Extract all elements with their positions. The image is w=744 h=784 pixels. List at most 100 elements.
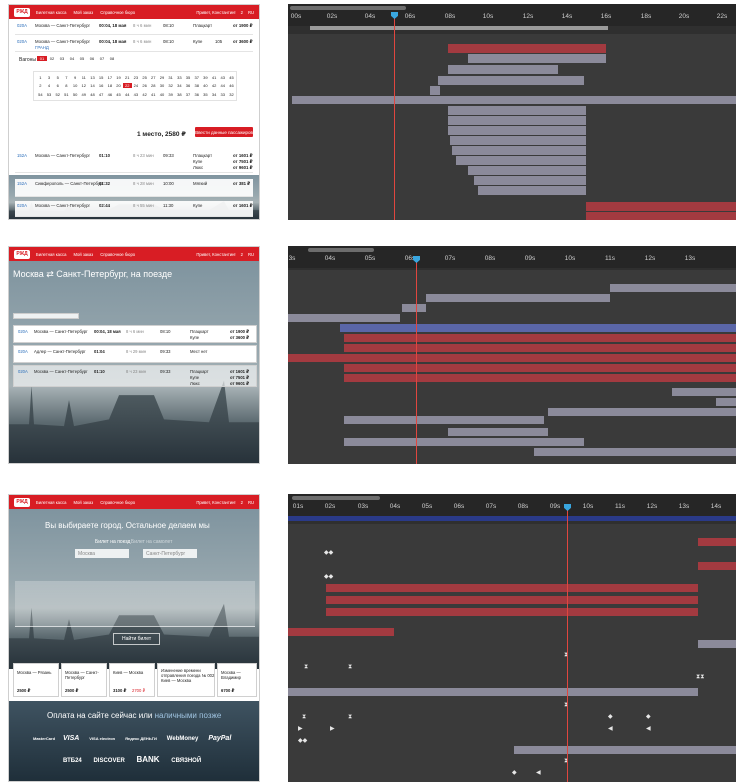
layer-clip[interactable] <box>344 364 736 372</box>
timeline-scrollbar[interactable] <box>292 496 380 500</box>
layer-clip[interactable] <box>288 688 698 696</box>
layer-clip[interactable] <box>698 538 736 546</box>
tab-train[interactable]: Билет на поезд <box>95 539 131 545</box>
train-row[interactable]: 152А Москва — Санкт-Петербург 01:10 8 ч … <box>15 151 253 173</box>
train-row[interactable]: 020А Москва — Санкт-Петербург 02:44 8 ч … <box>15 201 253 217</box>
train-row[interactable]: 020А Москва — Санкт-Петербург 00:04, 18 … <box>13 325 257 343</box>
layer-clip[interactable] <box>438 76 584 85</box>
layer-clip[interactable] <box>548 408 736 416</box>
time-ruler[interactable]: 3s 04s 05s 06s 07s 08s 09s 10s 11s 12s 1… <box>288 246 736 268</box>
car-tab[interactable]: 07 <box>99 56 105 61</box>
layer-clip[interactable] <box>672 388 736 396</box>
enter-passengers-button[interactable]: Ввести данные пассажиров <box>195 127 253 137</box>
layer-clip[interactable] <box>344 416 544 424</box>
layer-clip[interactable] <box>288 628 394 636</box>
train-row-selected[interactable]: 020А Москва — Санкт-Петербург ГРАНД 00:0… <box>15 36 253 52</box>
layer-clip[interactable] <box>344 344 736 352</box>
train-row[interactable]: 020А Адлер — Санкт-Петербург 01:04 8 ч 2… <box>13 345 257 363</box>
layer-clip[interactable] <box>344 374 736 382</box>
nav-my-order[interactable]: Мой заказ <box>73 9 94 15</box>
time-ruler[interactable]: 00s 02s 04s 06s 08s 10s 12s 14s 16s 18s … <box>288 4 736 26</box>
layer-clip[interactable] <box>514 746 736 754</box>
playhead-marker-icon[interactable] <box>564 504 571 511</box>
keyframe-icon[interactable]: ⧗ <box>302 714 307 720</box>
keyframe-icon[interactable]: ◆◆ <box>324 574 334 580</box>
car-tab[interactable]: 02 <box>49 56 55 61</box>
from-field[interactable]: Москва <box>75 549 129 558</box>
keyframe-icon[interactable]: ⧗ <box>348 714 353 720</box>
news-card[interactable]: Изменение времени отправления поезда № 0… <box>157 663 215 697</box>
car-tab[interactable]: 06 <box>89 56 95 61</box>
layer-clip[interactable] <box>292 96 736 104</box>
price-calendar-chart[interactable] <box>15 581 255 627</box>
keyframe-icon[interactable]: ⧗ <box>304 664 309 670</box>
keyframe-icon[interactable]: ▶ <box>298 726 303 732</box>
layer-clip[interactable] <box>326 608 698 616</box>
layer-clip[interactable] <box>448 65 558 74</box>
layer-clip[interactable] <box>478 186 586 195</box>
nav-my-order[interactable]: Мой заказ <box>73 251 94 257</box>
layer-clip[interactable] <box>586 202 736 211</box>
offer-card[interactable]: Москва — Рязань 2500 ₽ <box>13 663 59 697</box>
layer-clip[interactable] <box>426 294 610 302</box>
nav-ticket-office[interactable]: Билетная касса <box>36 499 67 505</box>
offer-card[interactable]: Москва — Санкт-Петербург 2500 ₽ <box>61 663 107 697</box>
time-ruler[interactable]: 01s 02s 03s 04s 05s 06s 07s 08s 09s 10s … <box>288 494 736 516</box>
nav-reference[interactable]: Справочное бюро <box>100 251 136 257</box>
layer-clip[interactable] <box>468 166 586 175</box>
timeline-scrollbar[interactable] <box>290 6 406 10</box>
nav-my-order[interactable]: Мой заказ <box>73 499 94 505</box>
tab-plane[interactable]: Билет на самолет <box>131 539 173 545</box>
layer-clip[interactable] <box>288 314 400 322</box>
layer-clip[interactable] <box>402 304 426 312</box>
animation-timeline[interactable]: 01s 02s 03s 04s 05s 06s 07s 08s 09s 10s … <box>288 494 736 782</box>
user-greeting[interactable]: Привет, Константин! <box>196 9 236 15</box>
to-field[interactable]: Санкт-Петербург <box>143 549 197 558</box>
layer-clip[interactable] <box>326 596 698 604</box>
keyframe-icon[interactable]: ◆◆ <box>324 550 334 556</box>
work-area-bar[interactable] <box>288 516 736 521</box>
layer-clip[interactable] <box>344 438 584 446</box>
keyframe-icon[interactable]: ◆◆ <box>298 738 308 744</box>
nav-reference[interactable]: Справочное бюро <box>100 9 136 15</box>
keyframe-icon[interactable]: ⧗ <box>564 758 568 764</box>
offer-card[interactable]: Москва — Владимир 6700 ₽ <box>217 663 257 697</box>
seat-map[interactable]: 1 3 5 7 9 11 13 15 17 19 21 23 25 27 29 31 33 35 37 39 41 43 4… <box>33 71 237 101</box>
layer-clip[interactable] <box>430 86 440 95</box>
layer-clip[interactable] <box>698 640 736 648</box>
layer-clip[interactable] <box>698 562 736 570</box>
keyframe-icon[interactable]: ⧗ <box>564 702 568 708</box>
animation-timeline[interactable]: 3s 04s 05s 06s 07s 08s 09s 10s 11s 12s 1… <box>288 246 736 464</box>
layer-clip[interactable] <box>452 146 586 155</box>
cart-badge[interactable]: 2 <box>240 251 243 257</box>
layer-clip[interactable] <box>448 44 606 53</box>
search-filter-input[interactable] <box>13 313 79 319</box>
keyframe-icon[interactable]: ◀ <box>536 770 541 776</box>
user-greeting[interactable]: Привет, Константин! <box>196 251 236 257</box>
nav-ticket-office[interactable]: Билетная касса <box>36 251 67 257</box>
playhead-marker-icon[interactable] <box>391 12 398 19</box>
keyframe-icon[interactable]: ⧗⧗ <box>696 674 705 680</box>
playhead[interactable] <box>394 16 395 220</box>
layer-clip[interactable] <box>716 398 736 406</box>
user-greeting[interactable]: Привет, Константин! <box>196 499 236 505</box>
keyframe-icon[interactable]: ◆ <box>608 714 613 720</box>
language-selector[interactable]: RU <box>247 499 254 505</box>
offer-card[interactable]: Киев — Москва 3100 ₽2700 ₽ <box>109 663 155 697</box>
keyframe-icon[interactable]: ⧗ <box>348 664 353 670</box>
layer-clip[interactable] <box>456 156 586 165</box>
find-ticket-button[interactable]: Найти билет <box>113 633 161 645</box>
cart-badge[interactable]: 2 <box>240 9 243 15</box>
layer-clip[interactable] <box>344 334 736 342</box>
keyframe-icon[interactable]: ◀ <box>608 726 613 732</box>
layer-clip[interactable] <box>450 136 586 145</box>
car-tab[interactable]: 01 <box>37 56 47 61</box>
language-selector[interactable]: RU <box>247 9 254 15</box>
keyframe-icon[interactable]: ⧗ <box>564 652 568 658</box>
car-tab[interactable]: 05 <box>79 56 85 61</box>
animation-timeline[interactable]: 00s 02s 04s 06s 08s 10s 12s 14s 16s 18s … <box>288 4 736 220</box>
nav-reference[interactable]: Справочное бюро <box>100 499 136 505</box>
layer-clip[interactable] <box>448 116 586 125</box>
car-tab[interactable]: 03 <box>59 56 65 61</box>
playhead[interactable] <box>567 508 568 782</box>
